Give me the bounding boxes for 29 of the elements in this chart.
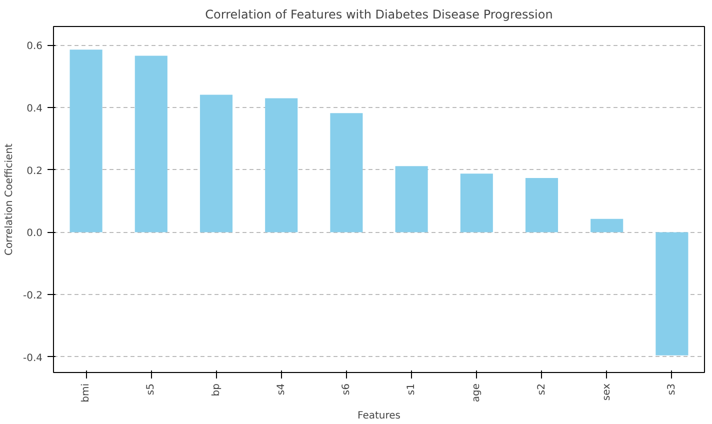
- bar: [134, 56, 168, 232]
- bar: [265, 98, 298, 232]
- x-axis-title: Features: [358, 410, 400, 422]
- bar: [200, 94, 233, 232]
- x-tick-label: s4: [276, 383, 287, 396]
- bar: [656, 232, 688, 356]
- x-tick-label: s2: [536, 383, 548, 396]
- bar: [395, 166, 428, 232]
- x-tick-label: s3: [666, 383, 678, 396]
- x-tick-label: sex: [601, 383, 612, 401]
- bar: [590, 218, 624, 232]
- y-tick-label: -0.2: [22, 290, 43, 302]
- bar: [330, 113, 363, 232]
- chart-title: Correlation of Features with Diabetes Disease Progression: [205, 8, 553, 22]
- bar: [460, 174, 493, 232]
- x-tick-label: s6: [340, 383, 352, 396]
- y-tick-label: 0.6: [26, 41, 43, 52]
- y-tick-label: 0.4: [26, 104, 43, 115]
- y-tick-label: 0.0: [26, 228, 43, 240]
- y-tick-label: 0.2: [26, 166, 43, 177]
- x-tick-label: age: [471, 383, 482, 402]
- x-tick-label: bmi: [80, 383, 92, 402]
- y-tick-label: -0.4: [22, 352, 43, 364]
- x-tick-label: bp: [210, 383, 222, 396]
- x-tick-label: s1: [406, 383, 418, 396]
- bar: [525, 178, 558, 232]
- x-tick-label: s5: [146, 383, 157, 396]
- bar: [70, 50, 102, 232]
- y-axis-title: Correlation Coefficient: [4, 143, 15, 256]
